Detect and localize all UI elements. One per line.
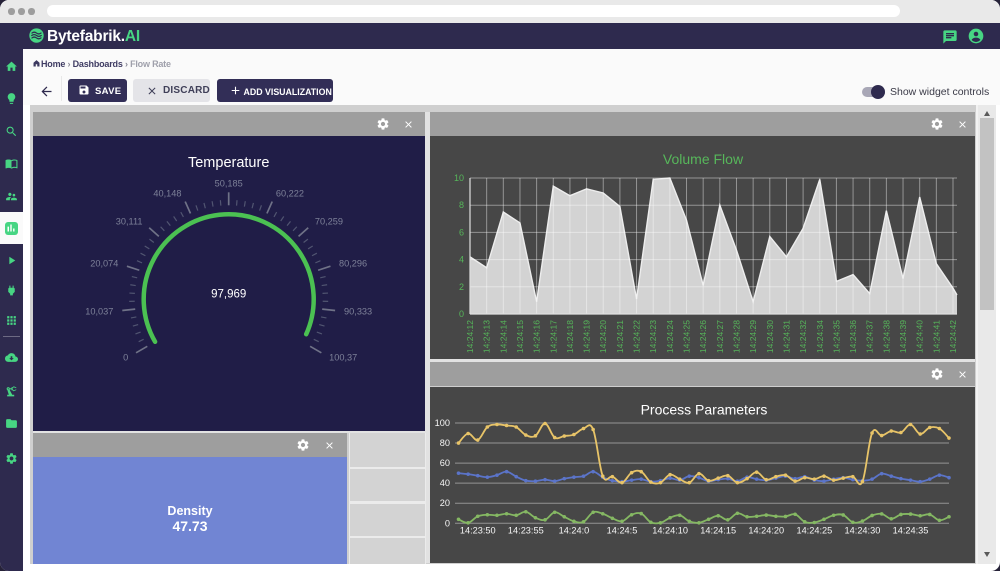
- svg-text:14:24:10: 14:24:10: [652, 525, 688, 535]
- svg-text:60,222: 60,222: [276, 188, 304, 198]
- svg-text:20: 20: [440, 498, 450, 508]
- svg-text:Temperature: Temperature: [188, 155, 269, 171]
- svg-text:4: 4: [459, 255, 464, 265]
- svg-text:14:24:26: 14:24:26: [698, 320, 708, 353]
- svg-text:90,333: 90,333: [344, 306, 372, 316]
- svg-text:14:24:30: 14:24:30: [845, 525, 881, 535]
- svg-text:14:24:16: 14:24:16: [532, 320, 542, 353]
- svg-text:0: 0: [123, 352, 128, 362]
- svg-text:14:24:30: 14:24:30: [765, 320, 775, 353]
- svg-text:14:24:15: 14:24:15: [700, 525, 736, 535]
- svg-text:14:24:29: 14:24:29: [748, 320, 758, 353]
- svg-text:20,074: 20,074: [90, 258, 118, 268]
- svg-text:14:24:41: 14:24:41: [931, 320, 941, 353]
- svg-text:14:24:38: 14:24:38: [881, 320, 891, 353]
- svg-text:40: 40: [440, 478, 450, 488]
- svg-text:14:24:20: 14:24:20: [748, 525, 784, 535]
- svg-text:14:24:37: 14:24:37: [865, 320, 875, 353]
- svg-text:6: 6: [459, 227, 464, 237]
- svg-text:30,111: 30,111: [116, 217, 143, 227]
- svg-text:14:24:39: 14:24:39: [898, 320, 908, 353]
- svg-text:14:23:55: 14:23:55: [508, 525, 544, 535]
- svg-text:14:24:17: 14:24:17: [548, 320, 558, 353]
- svg-text:14:24:24: 14:24:24: [665, 320, 675, 353]
- svg-text:80,296: 80,296: [339, 258, 367, 268]
- svg-text:14:24:35: 14:24:35: [831, 320, 841, 353]
- svg-text:40,148: 40,148: [153, 188, 181, 198]
- svg-text:14:24:31: 14:24:31: [781, 320, 791, 353]
- svg-text:14:24:23: 14:24:23: [648, 320, 658, 353]
- svg-text:80: 80: [440, 438, 450, 448]
- svg-text:14:24:0: 14:24:0: [559, 525, 590, 535]
- svg-text:14:24:20: 14:24:20: [598, 320, 608, 353]
- svg-text:14:24:5: 14:24:5: [607, 525, 638, 535]
- svg-text:14:24:21: 14:24:21: [615, 320, 625, 353]
- svg-text:14:24:25: 14:24:25: [682, 320, 692, 353]
- svg-text:14:23:50: 14:23:50: [460, 525, 496, 535]
- svg-text:14:24:32: 14:24:32: [798, 320, 808, 353]
- svg-text:14:24:35: 14:24:35: [893, 525, 929, 535]
- svg-text:50,185: 50,185: [215, 178, 243, 188]
- svg-text:14:24:22: 14:24:22: [632, 320, 642, 353]
- svg-text:10: 10: [454, 173, 464, 183]
- svg-text:0: 0: [445, 518, 450, 528]
- svg-text:14:24:25: 14:24:25: [796, 525, 832, 535]
- svg-text:60: 60: [440, 458, 450, 468]
- svg-text:14:24:34: 14:24:34: [815, 320, 825, 353]
- svg-text:Volume Flow: Volume Flow: [663, 151, 744, 167]
- svg-text:100: 100: [435, 418, 450, 428]
- svg-text:14:24:13: 14:24:13: [482, 320, 492, 353]
- svg-text:14:24:15: 14:24:15: [515, 320, 525, 353]
- svg-text:14:24:14: 14:24:14: [498, 320, 508, 353]
- svg-text:14:24:12: 14:24:12: [465, 320, 475, 353]
- svg-text:14:24:27: 14:24:27: [715, 320, 725, 353]
- svg-text:14:24:19: 14:24:19: [582, 320, 592, 353]
- svg-text:Process Parameters: Process Parameters: [641, 401, 768, 417]
- svg-text:14:24:18: 14:24:18: [565, 320, 575, 353]
- svg-text:14:24:28: 14:24:28: [731, 320, 741, 353]
- svg-text:70,259: 70,259: [315, 217, 343, 227]
- svg-text:10,037: 10,037: [85, 306, 113, 316]
- svg-text:97,969: 97,969: [211, 288, 246, 300]
- svg-text:0: 0: [459, 309, 464, 319]
- svg-text:2: 2: [459, 282, 464, 292]
- svg-text:14:24:36: 14:24:36: [848, 320, 858, 353]
- svg-text:100,37: 100,37: [329, 352, 357, 362]
- svg-text:14:24:40: 14:24:40: [915, 320, 925, 353]
- svg-text:8: 8: [459, 200, 464, 210]
- svg-text:14:24:42: 14:24:42: [948, 320, 958, 353]
